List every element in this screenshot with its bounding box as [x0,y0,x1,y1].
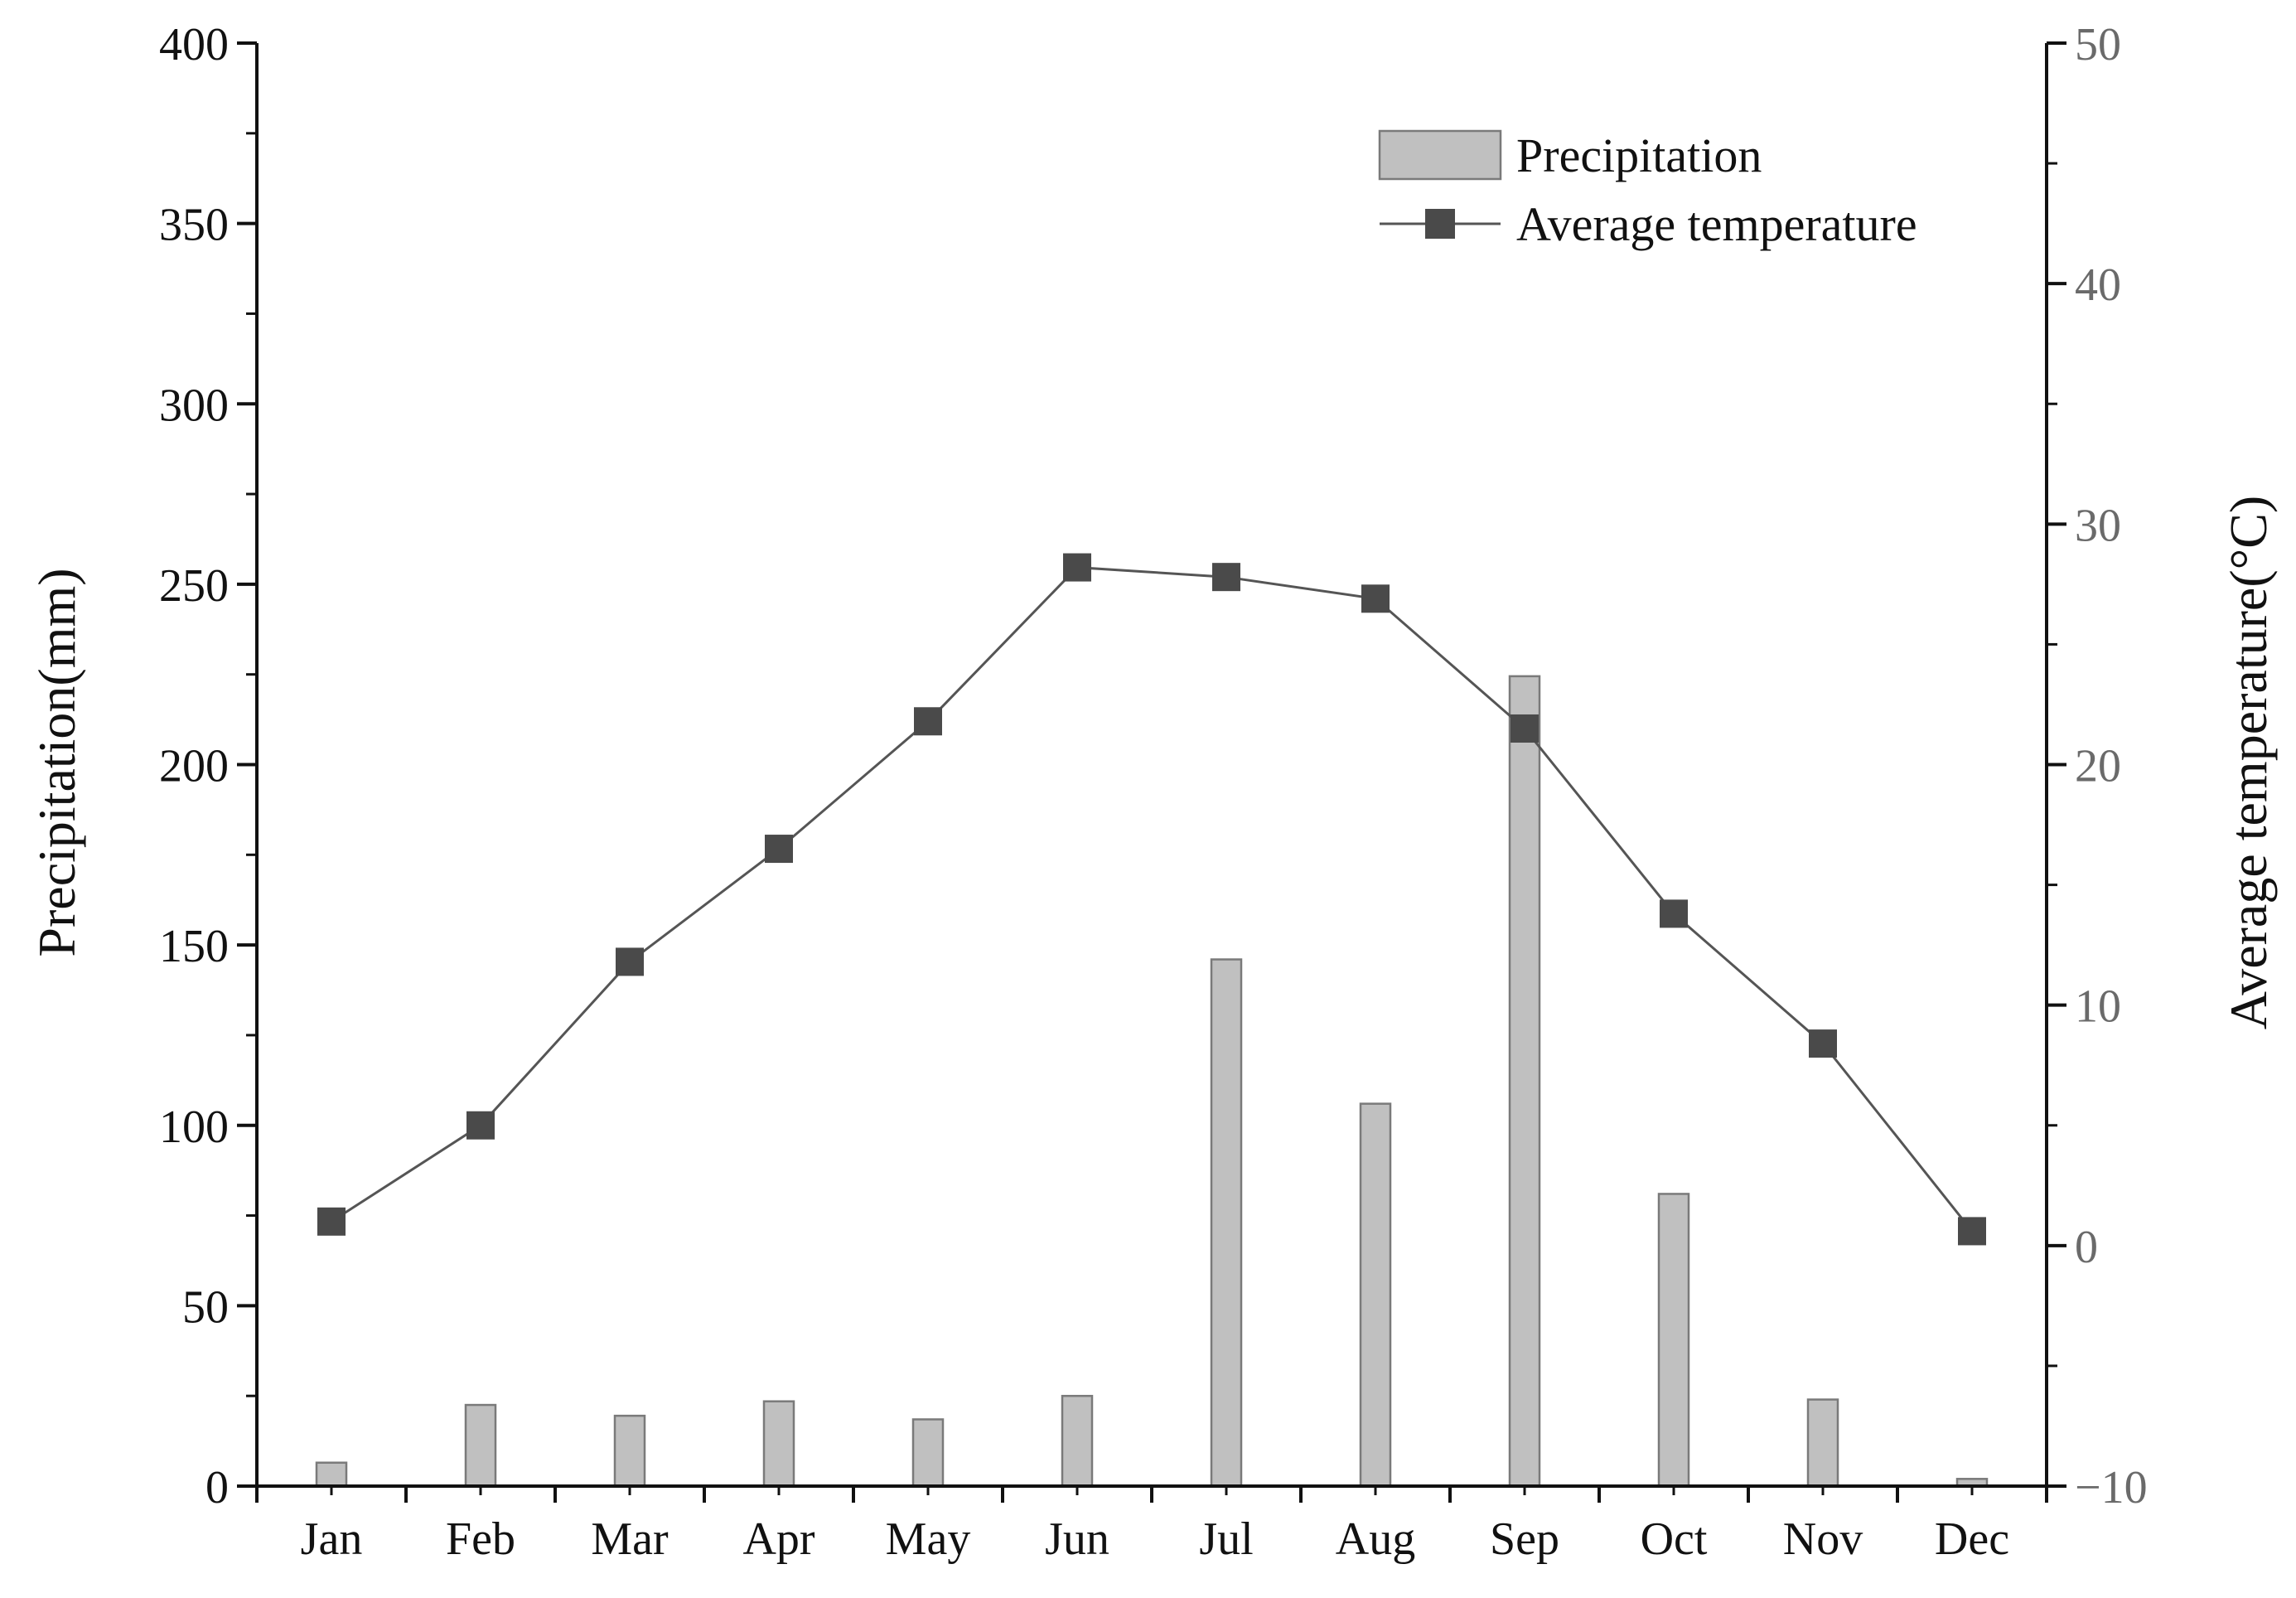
y-left-tick-label: 250 [159,560,229,612]
y-left-tick-label: 400 [159,19,229,70]
x-tick-label-dec: Dec [1935,1513,2009,1565]
temperature-marker-jul [1212,563,1240,592]
temperature-marker-mar [616,947,644,976]
y-right-tick-label: 30 [2075,500,2121,551]
y-right-tick-label: 0 [2075,1222,2098,1273]
temperature-marker-feb [466,1111,495,1140]
temperature-marker-oct [1660,899,1688,928]
bar-precipitation-aug [1359,1102,1392,1488]
x-tick-label-jun: Jun [1045,1513,1109,1565]
x-tick-label-aug: Aug [1336,1513,1415,1565]
y-left-tick-label: 350 [159,200,229,251]
y-right-tick-label: 50 [2075,19,2121,70]
x-tick-label-mar: Mar [591,1513,669,1565]
legend-precipitation-swatch [1378,129,1502,181]
bar-precipitation-oct [1657,1193,1690,1488]
x-tick-label-jul: Jul [1199,1513,1253,1565]
y-left-tick-label: 300 [159,380,229,431]
x-tick-label-may: May [886,1513,971,1565]
temperature-line [331,566,1974,1232]
bar-precipitation-nov [1806,1398,1839,1488]
temperature-marker-aug [1361,584,1390,613]
y-right-tick-label: 20 [2075,741,2121,792]
y-right-tick-label: 10 [2075,981,2121,1033]
bar-precipitation-feb [464,1403,497,1488]
x-tick-label-nov: Nov [1783,1513,1863,1565]
bar-precipitation-mar [613,1414,646,1488]
temperature-line-group [317,553,1986,1246]
legend-temperature-label: Average temperature [1516,197,1917,251]
x-tick-label-sep: Sep [1490,1513,1559,1565]
y-right-tick-label: −10 [2075,1462,2148,1513]
temperature-marker-sep [1511,714,1539,743]
y-axis-left-title: Precipitation(mm) [27,568,86,956]
legend: Precipitation Average temperature [1378,128,1917,251]
precipitation-bars [315,675,1989,1488]
bar-precipitation-may [911,1418,945,1488]
temperature-marker-jun [1063,553,1091,582]
legend-precipitation-label: Precipitation [1516,128,1762,182]
x-tick-label-oct: Oct [1641,1513,1708,1565]
y-left-tick-label: 0 [205,1462,229,1513]
temperature-marker-jan [317,1207,346,1236]
y-left-tick-label: 200 [159,741,229,792]
y-right-tick-label: 40 [2075,259,2121,311]
y-left-tick-label: 50 [182,1281,229,1333]
temperature-marker-dec [1958,1217,1986,1246]
temperature-marker-may [914,707,942,736]
y-axis-right-title: Average temperature(°C) [2219,496,2278,1030]
x-tick-label-feb: Feb [446,1513,515,1565]
x-tick-label-jan: Jan [301,1513,363,1565]
y-left-tick-label: 100 [159,1102,229,1153]
temperature-marker-nov [1809,1029,1837,1058]
bar-precipitation-jul [1210,958,1243,1488]
bar-precipitation-apr [762,1400,795,1488]
temperature-marker-apr [765,835,793,864]
bar-precipitation-jan [315,1461,348,1488]
axes: 0 50 100 150 200 250 300 350 400 −10 0 10 20 30 40 50 Ja… [159,19,2148,1565]
y-left-tick-label: 150 [159,921,229,972]
bar-precipitation-sep [1508,675,1541,1488]
legend-temperature-marker [1425,209,1455,239]
bar-precipitation-jun [1061,1394,1094,1488]
x-tick-label-apr: Apr [742,1513,814,1565]
